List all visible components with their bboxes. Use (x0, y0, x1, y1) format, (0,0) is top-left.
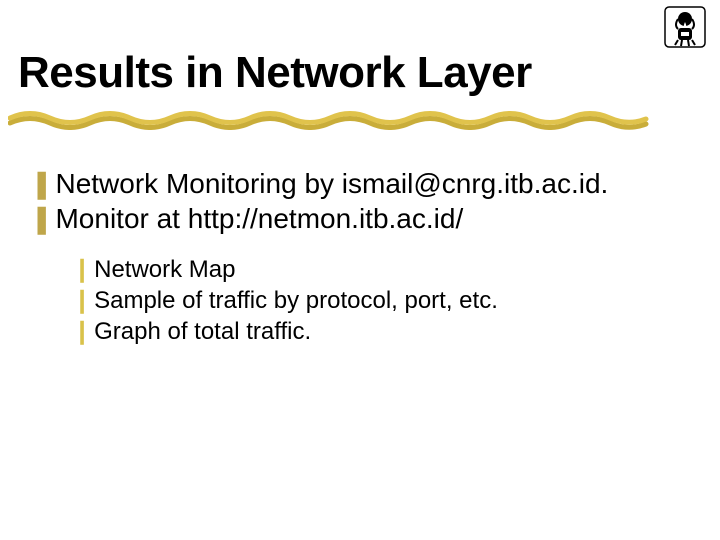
bullet-text: Graph of total traffic. (94, 316, 311, 347)
page-title: Results in Network Layer (18, 50, 658, 106)
bullet-text: Monitor at http://netmon.itb.ac.id/ (55, 201, 463, 236)
spacer (30, 236, 670, 246)
bullet-text: Sample of traffic by protocol, port, etc… (94, 285, 498, 316)
bullet-l2: ❙ Network Map (72, 254, 670, 285)
sub-bullets: ❙ Network Map ❙ Sample of traffic by pro… (72, 254, 670, 348)
bullet-icon: ❙ (73, 254, 91, 285)
logo-icon (664, 6, 706, 48)
title-underline (8, 108, 656, 130)
bullet-l1: ❚ Monitor at http://netmon.itb.ac.id/ (30, 201, 670, 236)
bullet-text: Network Monitoring by ismail@cnrg.itb.ac… (55, 166, 608, 201)
title-block: Results in Network Layer (18, 50, 658, 106)
bullet-l1: ❚ Network Monitoring by ismail@cnrg.itb.… (30, 166, 670, 201)
bullet-text: Network Map (94, 254, 235, 285)
bullet-icon: ❙ (73, 285, 91, 316)
bullet-icon: ❚ (31, 166, 52, 201)
slide: Results in Network Layer ❚ Network Monit… (0, 0, 720, 540)
bullet-icon: ❚ (31, 201, 52, 236)
bullet-l2: ❙ Graph of total traffic. (72, 316, 670, 347)
bullet-icon: ❙ (73, 316, 91, 347)
body-content: ❚ Network Monitoring by ismail@cnrg.itb.… (30, 166, 670, 348)
bullet-l2: ❙ Sample of traffic by protocol, port, e… (72, 285, 670, 316)
